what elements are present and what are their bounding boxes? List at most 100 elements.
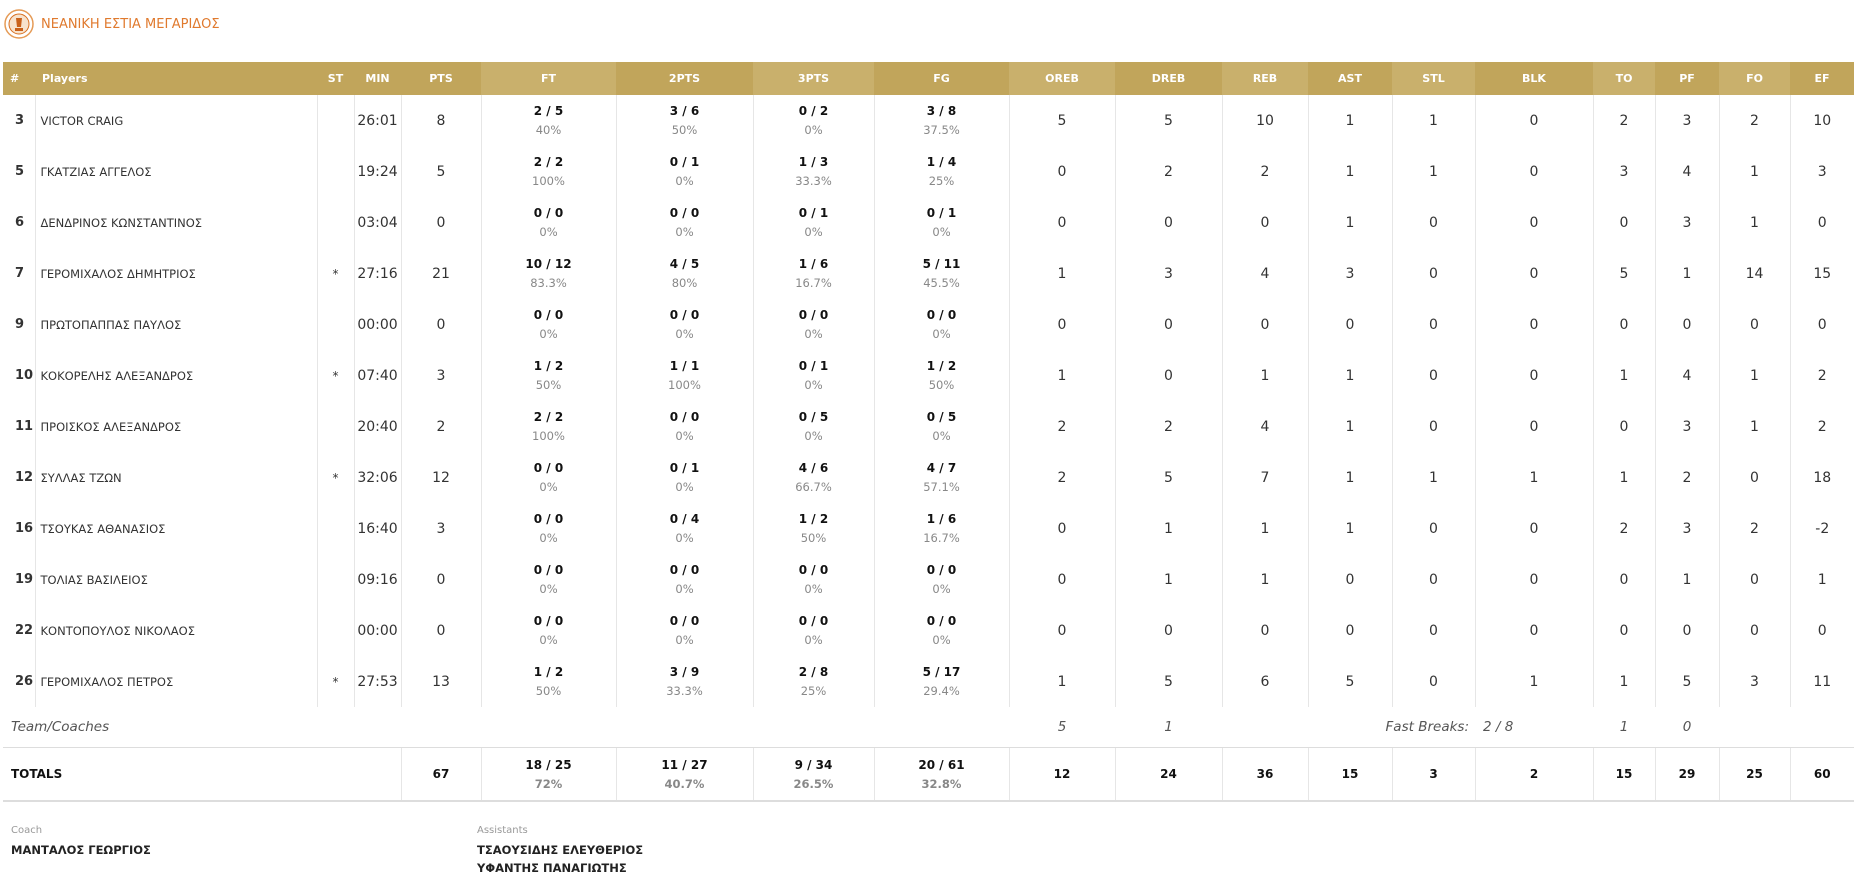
- stat-cell: 0: [1682, 719, 1692, 735]
- stat-cell: 1: [1718, 146, 1790, 197]
- stat-cell: 0: [1391, 656, 1475, 707]
- player-name[interactable]: ΔΕΝΔΡΙΝΟΣ ΚΩΝΣΤΑΝΤΙΝΟΣ: [34, 197, 317, 248]
- stat-cell: 5: [1307, 656, 1392, 707]
- empty-cell: [1719, 707, 1854, 748]
- stat-cell: 0: [1718, 452, 1790, 503]
- percentage: 16.7%: [923, 531, 960, 545]
- stat-cell: 16: [15, 521, 34, 536]
- made-attempted: 2 / 8: [798, 665, 829, 679]
- stat-cell: 1: [1307, 452, 1392, 503]
- shooting-cell: 0 / 0 0%: [873, 605, 1009, 656]
- player-name[interactable]: ΓΚΑΤΖΙΑΣ ΑΓΓΕΛΟΣ: [34, 146, 317, 197]
- stat-cell: 0: [1474, 146, 1593, 197]
- column-header[interactable]: MIN: [354, 62, 401, 95]
- column-header[interactable]: PTS: [401, 62, 481, 95]
- stat-cell: 36: [1221, 747, 1308, 802]
- column-header[interactable]: Players: [35, 62, 317, 95]
- made-attempted: 0 / 0: [926, 563, 957, 577]
- stat-cell: 2: [1114, 146, 1222, 197]
- stat-cell: -2: [1789, 503, 1854, 554]
- shooting-cell: 0 / 0 0%: [615, 554, 753, 605]
- column-header[interactable]: AST: [1308, 62, 1392, 95]
- made-attempted: 10 / 12: [525, 257, 572, 271]
- player-name[interactable]: ΠΡΟΙΣΚΟΣ ΑΛΕΞΑΝΔΡΟΣ: [34, 401, 317, 452]
- stat-cell: 2: [1221, 146, 1308, 197]
- stat-cell: 2: [1718, 503, 1790, 554]
- stat-cell: 0: [1718, 605, 1790, 656]
- stat-cell: *: [316, 452, 354, 503]
- player-name[interactable]: ΚΟΚΟΡΕΛΗΣ ΑΛΕΞΑΝΔΡΟΣ: [34, 350, 317, 401]
- stat-cell: 2: [1654, 452, 1719, 503]
- team-name[interactable]: ΝΕΑΝΙΚΗ ΕΣΤΙΑ ΜΕΓΑΡΙΔΟΣ: [41, 16, 220, 32]
- stat-cell: 2: [1592, 95, 1655, 146]
- column-header[interactable]: TO: [1593, 62, 1655, 95]
- boxscore-table: # Players ST MIN PTS FT 2PTS 3PTS FG OREB DREB REB A…: [3, 62, 1854, 802]
- column-header[interactable]: OREB: [1009, 62, 1115, 95]
- column-header[interactable]: ST: [317, 62, 354, 95]
- column-header[interactable]: DREB: [1115, 62, 1222, 95]
- shooting-cell: 11 / 27 40.7%: [615, 747, 753, 802]
- player-name[interactable]: ΓΕΡΟΜΙΧΑΛΟΣ ΠΕΤΡΟΣ: [34, 656, 317, 707]
- team-logo[interactable]: [4, 9, 34, 39]
- stat-cell: 26: [15, 674, 34, 689]
- player-name[interactable]: VICTOR CRAIG: [34, 95, 317, 146]
- made-attempted: 0 / 0: [669, 206, 700, 220]
- player-name[interactable]: ΣΥΛΛΑΣ ΤΖΩΝ: [34, 452, 317, 503]
- column-header[interactable]: FO: [1719, 62, 1790, 95]
- stat-cell: 15: [1307, 747, 1392, 802]
- column-header[interactable]: PF: [1655, 62, 1719, 95]
- stat-cell: 15: [1592, 747, 1655, 802]
- stat-cell: 19: [15, 572, 34, 587]
- made-attempted: 5 / 11: [922, 257, 961, 271]
- shooting-cell: 0 / 1 0%: [873, 197, 1009, 248]
- shooting-cell: 1 / 4 25%: [873, 146, 1009, 197]
- made-attempted: 11 / 27: [661, 757, 708, 772]
- stat-cell: 0: [1114, 350, 1222, 401]
- percentage: 0%: [932, 327, 951, 341]
- starter-cell: [316, 605, 354, 656]
- shooting-cell: 0 / 2 0%: [752, 95, 874, 146]
- assistant-name: ΥΦΑΝΤΗΣ ΠΑΝΑΓΙΩΤΗΣ: [477, 861, 627, 875]
- stat-cell: 0: [1474, 248, 1593, 299]
- made-attempted: 20 / 61: [918, 757, 965, 772]
- stat-cell: 0: [1654, 299, 1719, 350]
- player-name[interactable]: ΓΕΡΟΜΙΧΑΛΟΣ ΔΗΜΗΤΡΙΟΣ: [34, 248, 317, 299]
- column-header[interactable]: FT: [481, 62, 616, 95]
- percentage: 50%: [928, 378, 955, 392]
- stat-cell: 1: [1474, 452, 1593, 503]
- stat-cell: 21: [400, 248, 481, 299]
- column-header[interactable]: EF: [1790, 62, 1854, 95]
- stat-cell: 1: [1221, 350, 1308, 401]
- made-attempted: 3 / 9: [669, 665, 700, 679]
- stat-cell: 0: [1114, 197, 1222, 248]
- player-row: 5 ΓΚΑΤΖΙΑΣ ΑΓΓΕΛΟΣ 19:24 5 2 / 2 100% 0 / 1 0% 1…: [3, 146, 1854, 197]
- stat-cell: 0: [1008, 197, 1115, 248]
- percentage: 0%: [539, 225, 558, 239]
- column-header[interactable]: 2PTS: [616, 62, 753, 95]
- stat-cell: 3: [1592, 146, 1655, 197]
- percentage: 0%: [539, 480, 558, 494]
- player-name[interactable]: ΤΟΛΙΑΣ ΒΑΣΙΛΕΙΟΣ: [34, 554, 317, 605]
- stat-cell: 00:00: [353, 605, 401, 656]
- column-header[interactable]: #: [3, 62, 35, 95]
- made-attempted: 0 / 0: [798, 308, 829, 322]
- player-name[interactable]: ΤΣΟΥΚΑΣ ΑΘΑΝΑΣΙΟΣ: [34, 503, 317, 554]
- column-header[interactable]: BLK: [1475, 62, 1593, 95]
- made-attempted: 3 / 6: [669, 104, 700, 118]
- stat-cell: 1: [1221, 554, 1308, 605]
- player-name[interactable]: ΠΡΩΤΟΠΑΠΠΑΣ ΠΑΥΛΟΣ: [34, 299, 317, 350]
- stat-cell: 20:40: [353, 401, 401, 452]
- stat-cell: 3: [1789, 146, 1854, 197]
- stat-cell: 8: [400, 95, 481, 146]
- stat-cell: 0: [1592, 605, 1655, 656]
- fast-breaks: 2 / 8: [1483, 719, 1514, 735]
- player-name[interactable]: ΚΟΝΤΟΠΟΥΛΟΣ ΝΙΚΟΛΑΟΣ: [34, 605, 317, 656]
- stat-cell: 09:16: [353, 554, 401, 605]
- column-header[interactable]: FG: [874, 62, 1009, 95]
- column-header[interactable]: 3PTS: [753, 62, 874, 95]
- column-header[interactable]: STL: [1392, 62, 1475, 95]
- column-header[interactable]: REB: [1222, 62, 1308, 95]
- assistants-label: Assistants: [477, 825, 528, 836]
- stat-cell: 2: [1474, 747, 1593, 802]
- stat-cell: 1: [1592, 656, 1655, 707]
